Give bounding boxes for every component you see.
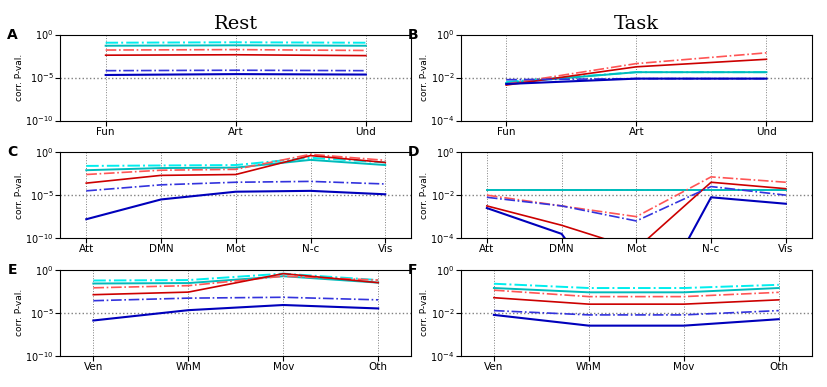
Title: Rest: Rest	[213, 15, 258, 33]
Text: A: A	[7, 28, 18, 42]
Title: Task: Task	[614, 15, 659, 33]
Text: F: F	[408, 263, 418, 277]
Y-axis label: corr. P-val.: corr. P-val.	[420, 171, 429, 219]
Y-axis label: corr. P-val.: corr. P-val.	[420, 54, 429, 101]
Y-axis label: corr. P-val.: corr. P-val.	[420, 289, 429, 336]
Text: C: C	[7, 145, 17, 159]
Text: D: D	[408, 145, 419, 159]
Y-axis label: corr. P-val.: corr. P-val.	[15, 171, 24, 219]
Y-axis label: corr. P-val.: corr. P-val.	[15, 289, 24, 336]
Text: E: E	[7, 263, 17, 277]
Y-axis label: corr. P-val.: corr. P-val.	[15, 54, 24, 101]
Text: B: B	[408, 28, 418, 42]
